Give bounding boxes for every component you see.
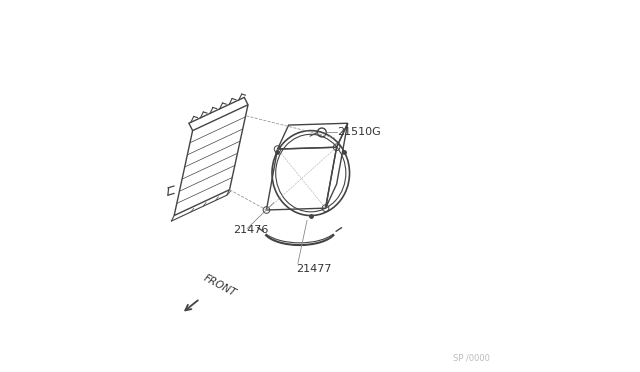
Text: 21477: 21477 [296, 264, 332, 274]
Text: SP /0000: SP /0000 [453, 353, 490, 362]
Text: FRONT: FRONT [202, 273, 238, 299]
Text: 21476: 21476 [233, 225, 269, 235]
Text: 21510G: 21510G [337, 128, 381, 138]
